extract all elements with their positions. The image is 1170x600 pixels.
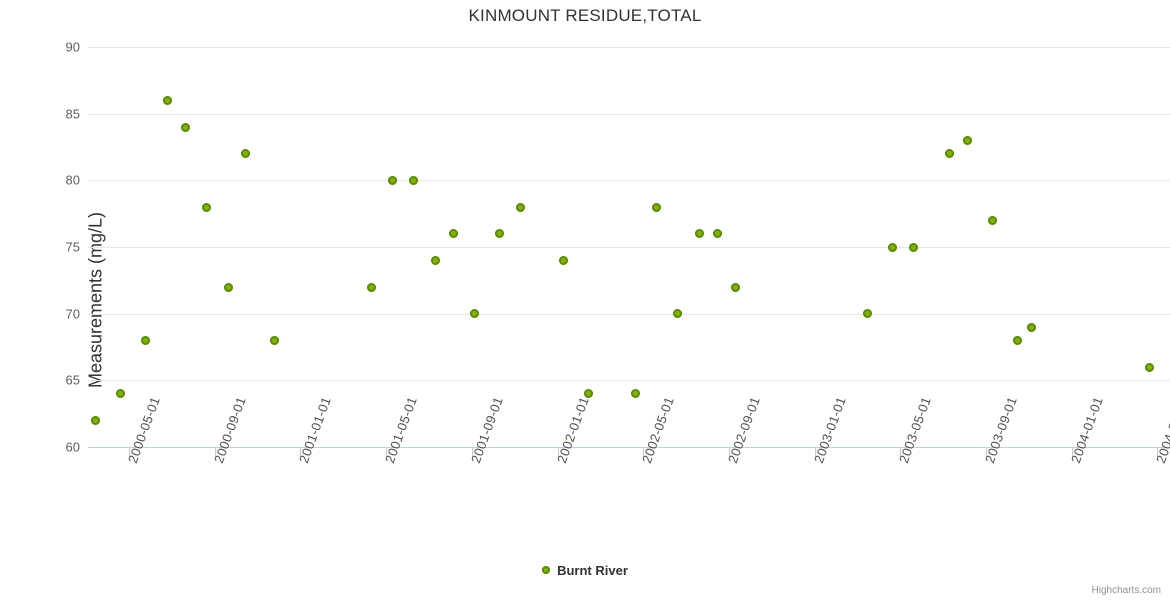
gridline bbox=[88, 380, 1170, 382]
x-axis-tick-mark bbox=[214, 448, 216, 457]
data-point[interactable] bbox=[909, 242, 919, 252]
data-point[interactable] bbox=[962, 135, 972, 145]
plot-area bbox=[88, 47, 1170, 448]
x-axis-tick-mark bbox=[728, 448, 730, 457]
data-point[interactable] bbox=[694, 229, 704, 239]
data-point[interactable] bbox=[387, 175, 397, 185]
y-axis-tick-label: 85 bbox=[65, 106, 80, 122]
y-axis-tick-label: 65 bbox=[65, 372, 80, 388]
data-point[interactable] bbox=[652, 202, 662, 212]
data-point[interactable] bbox=[630, 389, 640, 399]
x-axis-tick-mark bbox=[643, 448, 645, 457]
x-axis-tick-mark bbox=[986, 448, 987, 457]
y-axis-tick-labels: 90 85 80 75 70 65 60 bbox=[14, 40, 80, 455]
y-axis-tick-label: 90 bbox=[65, 39, 80, 55]
x-axis-tick-mark bbox=[386, 448, 388, 457]
data-point[interactable] bbox=[366, 282, 376, 292]
chart-legend: Burnt River bbox=[0, 562, 1170, 578]
data-point[interactable] bbox=[887, 242, 897, 252]
data-point[interactable] bbox=[470, 309, 480, 319]
data-point[interactable] bbox=[712, 229, 722, 239]
data-point[interactable] bbox=[202, 202, 212, 212]
data-point[interactable] bbox=[495, 229, 505, 239]
x-axis-tick-mark bbox=[471, 448, 473, 457]
y-axis-tick-label: 70 bbox=[65, 306, 80, 322]
gridline bbox=[88, 180, 1170, 182]
x-axis-tick-mark bbox=[1071, 448, 1073, 457]
x-axis-tick-mark bbox=[900, 448, 902, 457]
legend-item-label: Burnt River bbox=[557, 562, 628, 578]
data-point[interactable] bbox=[180, 122, 190, 132]
data-point[interactable] bbox=[116, 389, 126, 399]
legend-item-burnt-river[interactable]: Burnt River bbox=[542, 563, 628, 578]
data-point[interactable] bbox=[516, 202, 526, 212]
gridline bbox=[88, 247, 1170, 248]
data-point[interactable] bbox=[584, 389, 594, 399]
data-point[interactable] bbox=[1012, 335, 1022, 345]
data-point[interactable] bbox=[1027, 322, 1037, 332]
data-point[interactable] bbox=[730, 282, 740, 292]
data-point[interactable] bbox=[944, 149, 954, 159]
x-axis-tick-mark bbox=[300, 448, 302, 457]
data-point[interactable] bbox=[141, 335, 151, 345]
data-point[interactable] bbox=[241, 149, 251, 159]
data-point[interactable] bbox=[223, 282, 233, 292]
gridline bbox=[88, 313, 1170, 315]
data-point[interactable] bbox=[90, 415, 100, 425]
y-axis-tick-label: 60 bbox=[65, 439, 80, 455]
data-point[interactable] bbox=[862, 309, 872, 319]
data-point[interactable] bbox=[1144, 362, 1154, 372]
gridline bbox=[88, 113, 1170, 115]
data-point[interactable] bbox=[162, 95, 172, 105]
data-point[interactable] bbox=[409, 175, 419, 185]
x-axis-tick-mark bbox=[1157, 448, 1159, 457]
data-point[interactable] bbox=[269, 335, 279, 345]
y-axis-tick-label: 75 bbox=[65, 239, 80, 255]
data-point[interactable] bbox=[430, 255, 440, 265]
y-axis-tick-label: 80 bbox=[65, 172, 80, 188]
x-axis-line bbox=[88, 447, 1170, 448]
data-point[interactable] bbox=[448, 229, 458, 239]
legend-marker-icon bbox=[542, 566, 551, 574]
chart-title: KINMOUNT RESIDUE,TOTAL bbox=[468, 6, 702, 25]
x-axis-tick-mark bbox=[129, 448, 130, 457]
x-axis-tick-mark bbox=[557, 448, 559, 457]
credits-link[interactable]: Highcharts.com bbox=[1091, 585, 1161, 596]
data-point[interactable] bbox=[559, 255, 569, 265]
x-axis-tick-mark bbox=[814, 448, 816, 457]
data-point[interactable] bbox=[987, 215, 997, 225]
data-point[interactable] bbox=[673, 309, 683, 319]
gridline bbox=[88, 47, 1170, 48]
